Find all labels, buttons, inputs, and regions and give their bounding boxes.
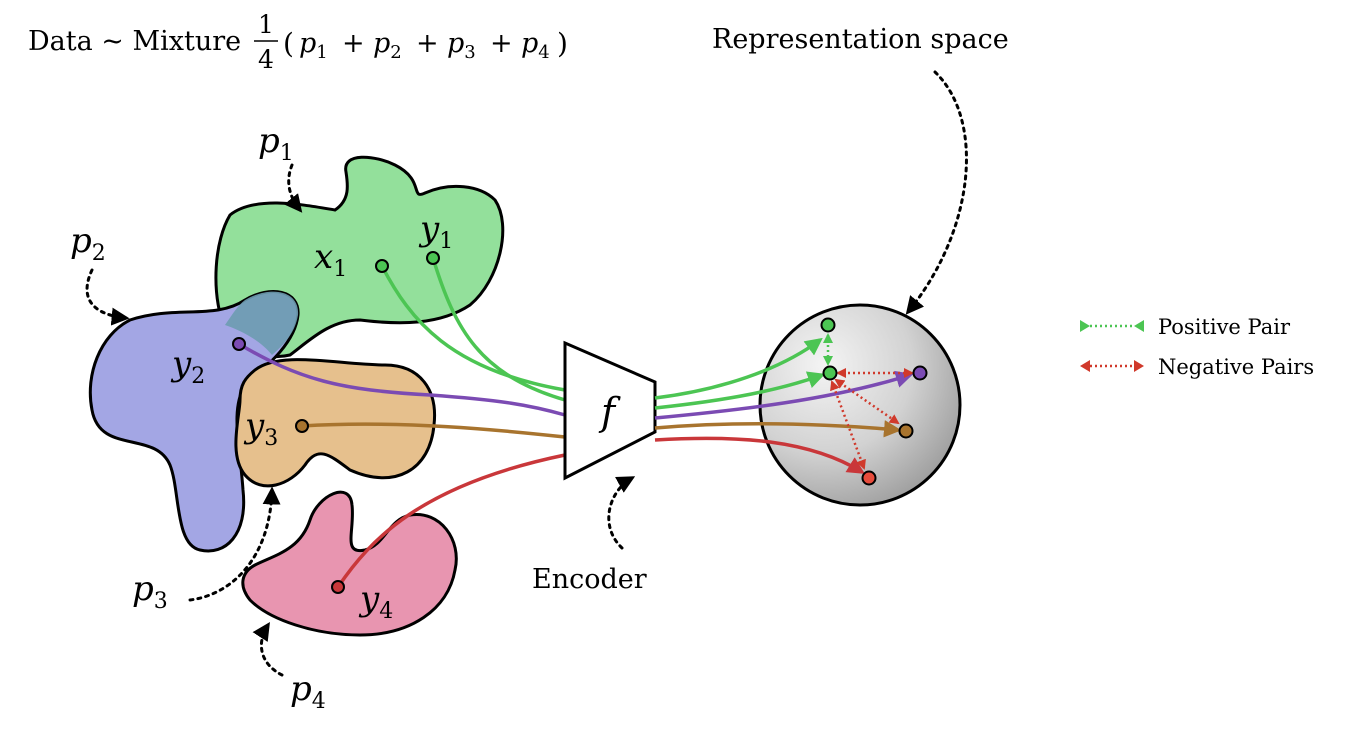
legend-positive-arrowhead-right — [1134, 320, 1144, 332]
flow-encoder-to-y1-embed — [654, 371, 826, 410]
encoder-pointer — [607, 476, 636, 550]
point-y3-label: y3 — [243, 406, 278, 451]
flow-encoder-to-y3-embed — [654, 420, 902, 438]
distribution-overlap-region — [225, 291, 299, 355]
plus-sign-1: + — [342, 28, 365, 59]
legend-positive-arrowhead-left — [1080, 320, 1090, 332]
legend-negative-label: Negative Pairs — [1158, 355, 1314, 379]
flow-y4-to-encoder — [336, 453, 566, 588]
distribution-p1-label: p1 — [258, 121, 294, 166]
point-x1 — [375, 259, 389, 273]
embedding-y1 — [822, 365, 838, 381]
mixture-title: Data ~ Mixture 1 4 ( p1 + p2 + p3 + p4 ) — [28, 10, 568, 74]
flow-encoder-to-x1-embed — [654, 337, 823, 400]
distribution-p3-pointer — [188, 486, 281, 602]
representation-space-pointer — [905, 70, 968, 315]
representation-space-label: Representation space — [712, 24, 1009, 55]
title-prefix: Data ~ Mixture — [28, 26, 241, 57]
point-y2-label: y2 — [170, 344, 205, 389]
legend-positive-label: Positive Pair — [1158, 315, 1291, 339]
legend: Positive Pair Negative Pairs — [1080, 315, 1314, 379]
point-y2 — [232, 337, 246, 351]
embedding-x1 — [820, 317, 836, 333]
point-y3 — [295, 419, 309, 433]
point-y1-label: y1 — [418, 209, 453, 254]
encoder-label: Encoder — [532, 564, 647, 595]
flow-y2-to-encoder — [238, 342, 566, 417]
flow-x1-to-encoder — [380, 265, 566, 392]
distribution-p4-blob — [241, 490, 458, 637]
legend-negative-pairs: Negative Pairs — [1080, 355, 1314, 379]
plus-sign-3: + — [490, 28, 513, 59]
term-p3: p3 — [447, 28, 476, 63]
plus-sign-2: + — [416, 28, 439, 59]
point-y4-label: y4 — [358, 579, 393, 624]
expr-close-paren: ) — [557, 27, 568, 60]
embedding-y2 — [912, 365, 928, 381]
point-y1 — [426, 251, 440, 265]
representation-sphere — [758, 303, 962, 507]
distribution-p2-pointer — [85, 268, 130, 326]
flow-y3-to-encoder — [301, 422, 566, 439]
fraction-denominator: 4 — [258, 45, 274, 74]
point-y4 — [331, 580, 345, 594]
term-p1: p1 — [299, 28, 328, 63]
term-p4: p4 — [521, 28, 550, 63]
distribution-p4-pointer — [252, 621, 284, 677]
distribution-p4-label: p4 — [290, 669, 326, 714]
expr-open-paren: ( — [283, 27, 294, 60]
legend-positive-pair: Positive Pair — [1080, 315, 1291, 339]
distribution-p1-pointer — [283, 163, 303, 213]
fraction-numerator: 1 — [258, 10, 274, 39]
embedding-y4 — [861, 470, 877, 486]
flow-y1-to-encoder — [431, 257, 566, 402]
embedding-y3 — [898, 423, 914, 439]
distribution-p2-label: p2 — [70, 221, 106, 266]
distribution-p3-blob — [234, 358, 437, 488]
legend-negative-arrowhead-right — [1134, 360, 1144, 372]
encoder-trapezoid — [563, 340, 657, 481]
distribution-p3-label: p3 — [132, 569, 168, 614]
term-p2: p2 — [373, 28, 402, 63]
legend-negative-arrowhead-left — [1080, 360, 1090, 372]
point-x1-label: x1 — [314, 237, 347, 282]
negative-pair-connector-y4 — [830, 380, 866, 470]
